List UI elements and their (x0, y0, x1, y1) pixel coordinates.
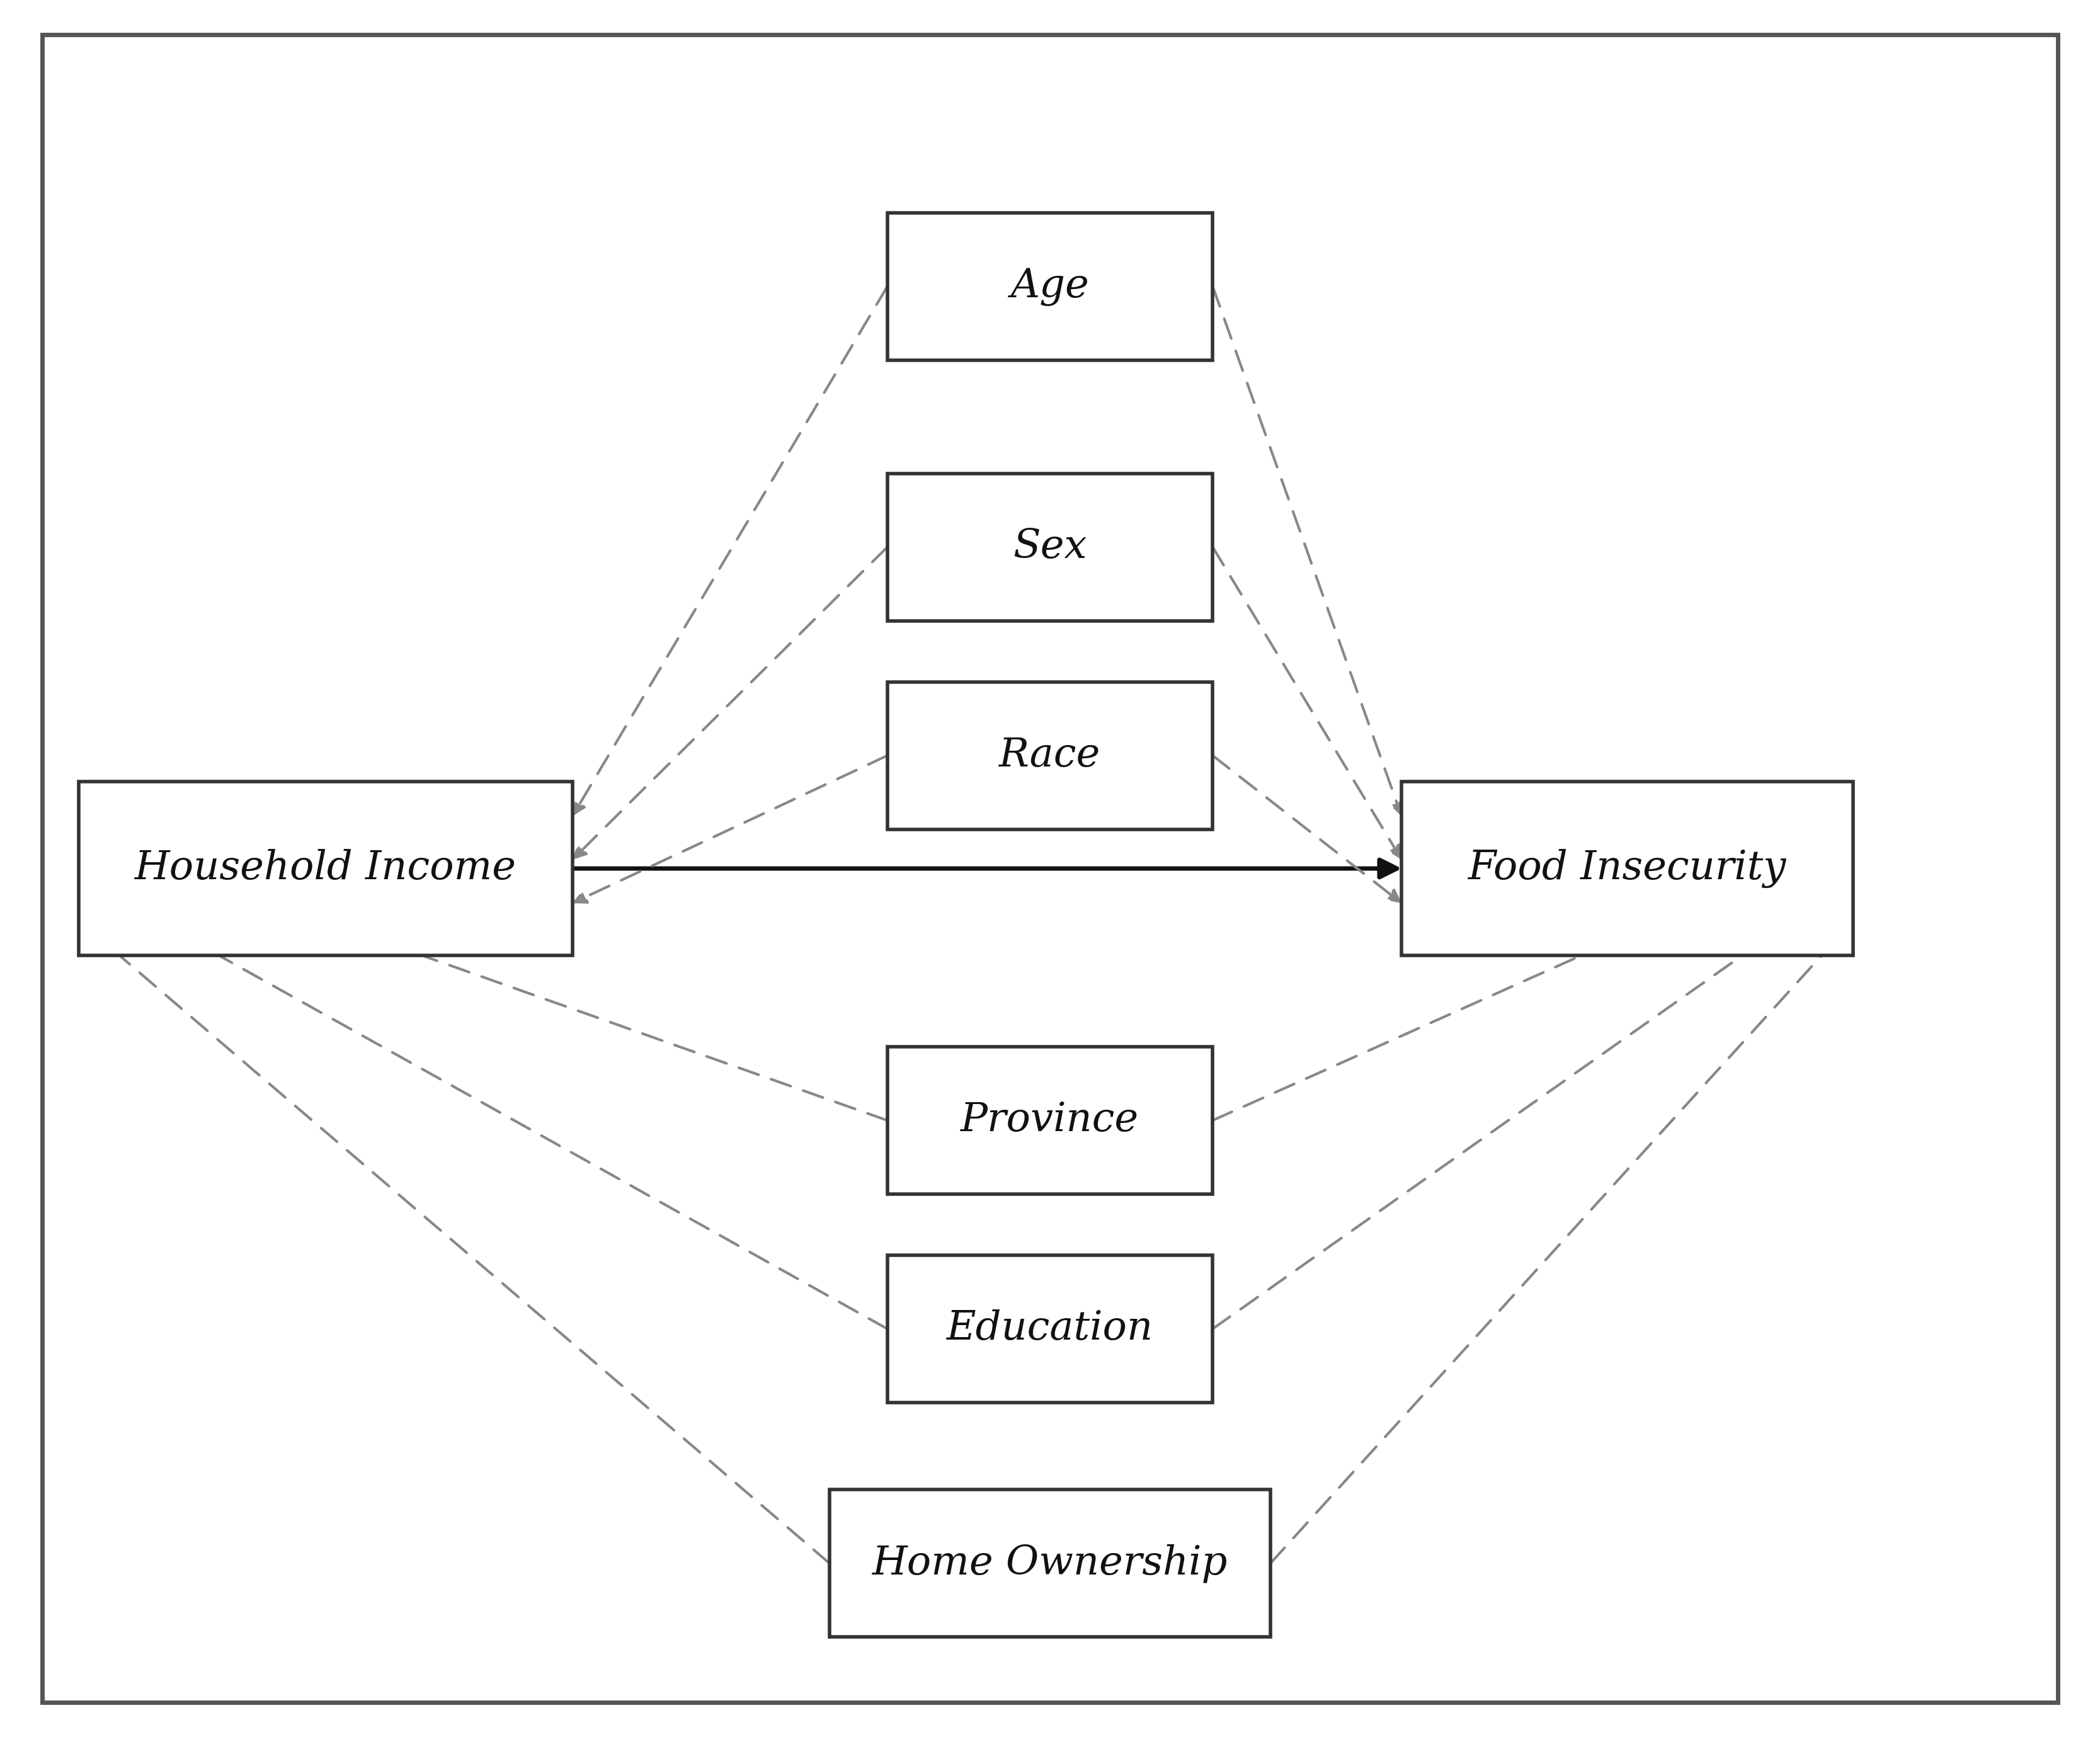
FancyBboxPatch shape (1403, 782, 1852, 955)
FancyBboxPatch shape (888, 212, 1214, 360)
Text: Race: Race (1000, 736, 1100, 775)
FancyBboxPatch shape (888, 1254, 1214, 1403)
Text: Home Ownership: Home Ownership (872, 1544, 1228, 1582)
Text: Food Insecurity: Food Insecurity (1468, 849, 1787, 888)
Text: Sex: Sex (1012, 528, 1088, 566)
Text: Province: Province (962, 1101, 1138, 1139)
Text: Age: Age (1010, 267, 1090, 306)
FancyBboxPatch shape (888, 472, 1214, 620)
Text: Household Income: Household Income (134, 849, 517, 888)
FancyBboxPatch shape (80, 782, 571, 955)
FancyBboxPatch shape (888, 683, 1214, 830)
FancyBboxPatch shape (830, 1489, 1270, 1636)
FancyBboxPatch shape (888, 1046, 1214, 1195)
Text: Education: Education (947, 1310, 1153, 1348)
